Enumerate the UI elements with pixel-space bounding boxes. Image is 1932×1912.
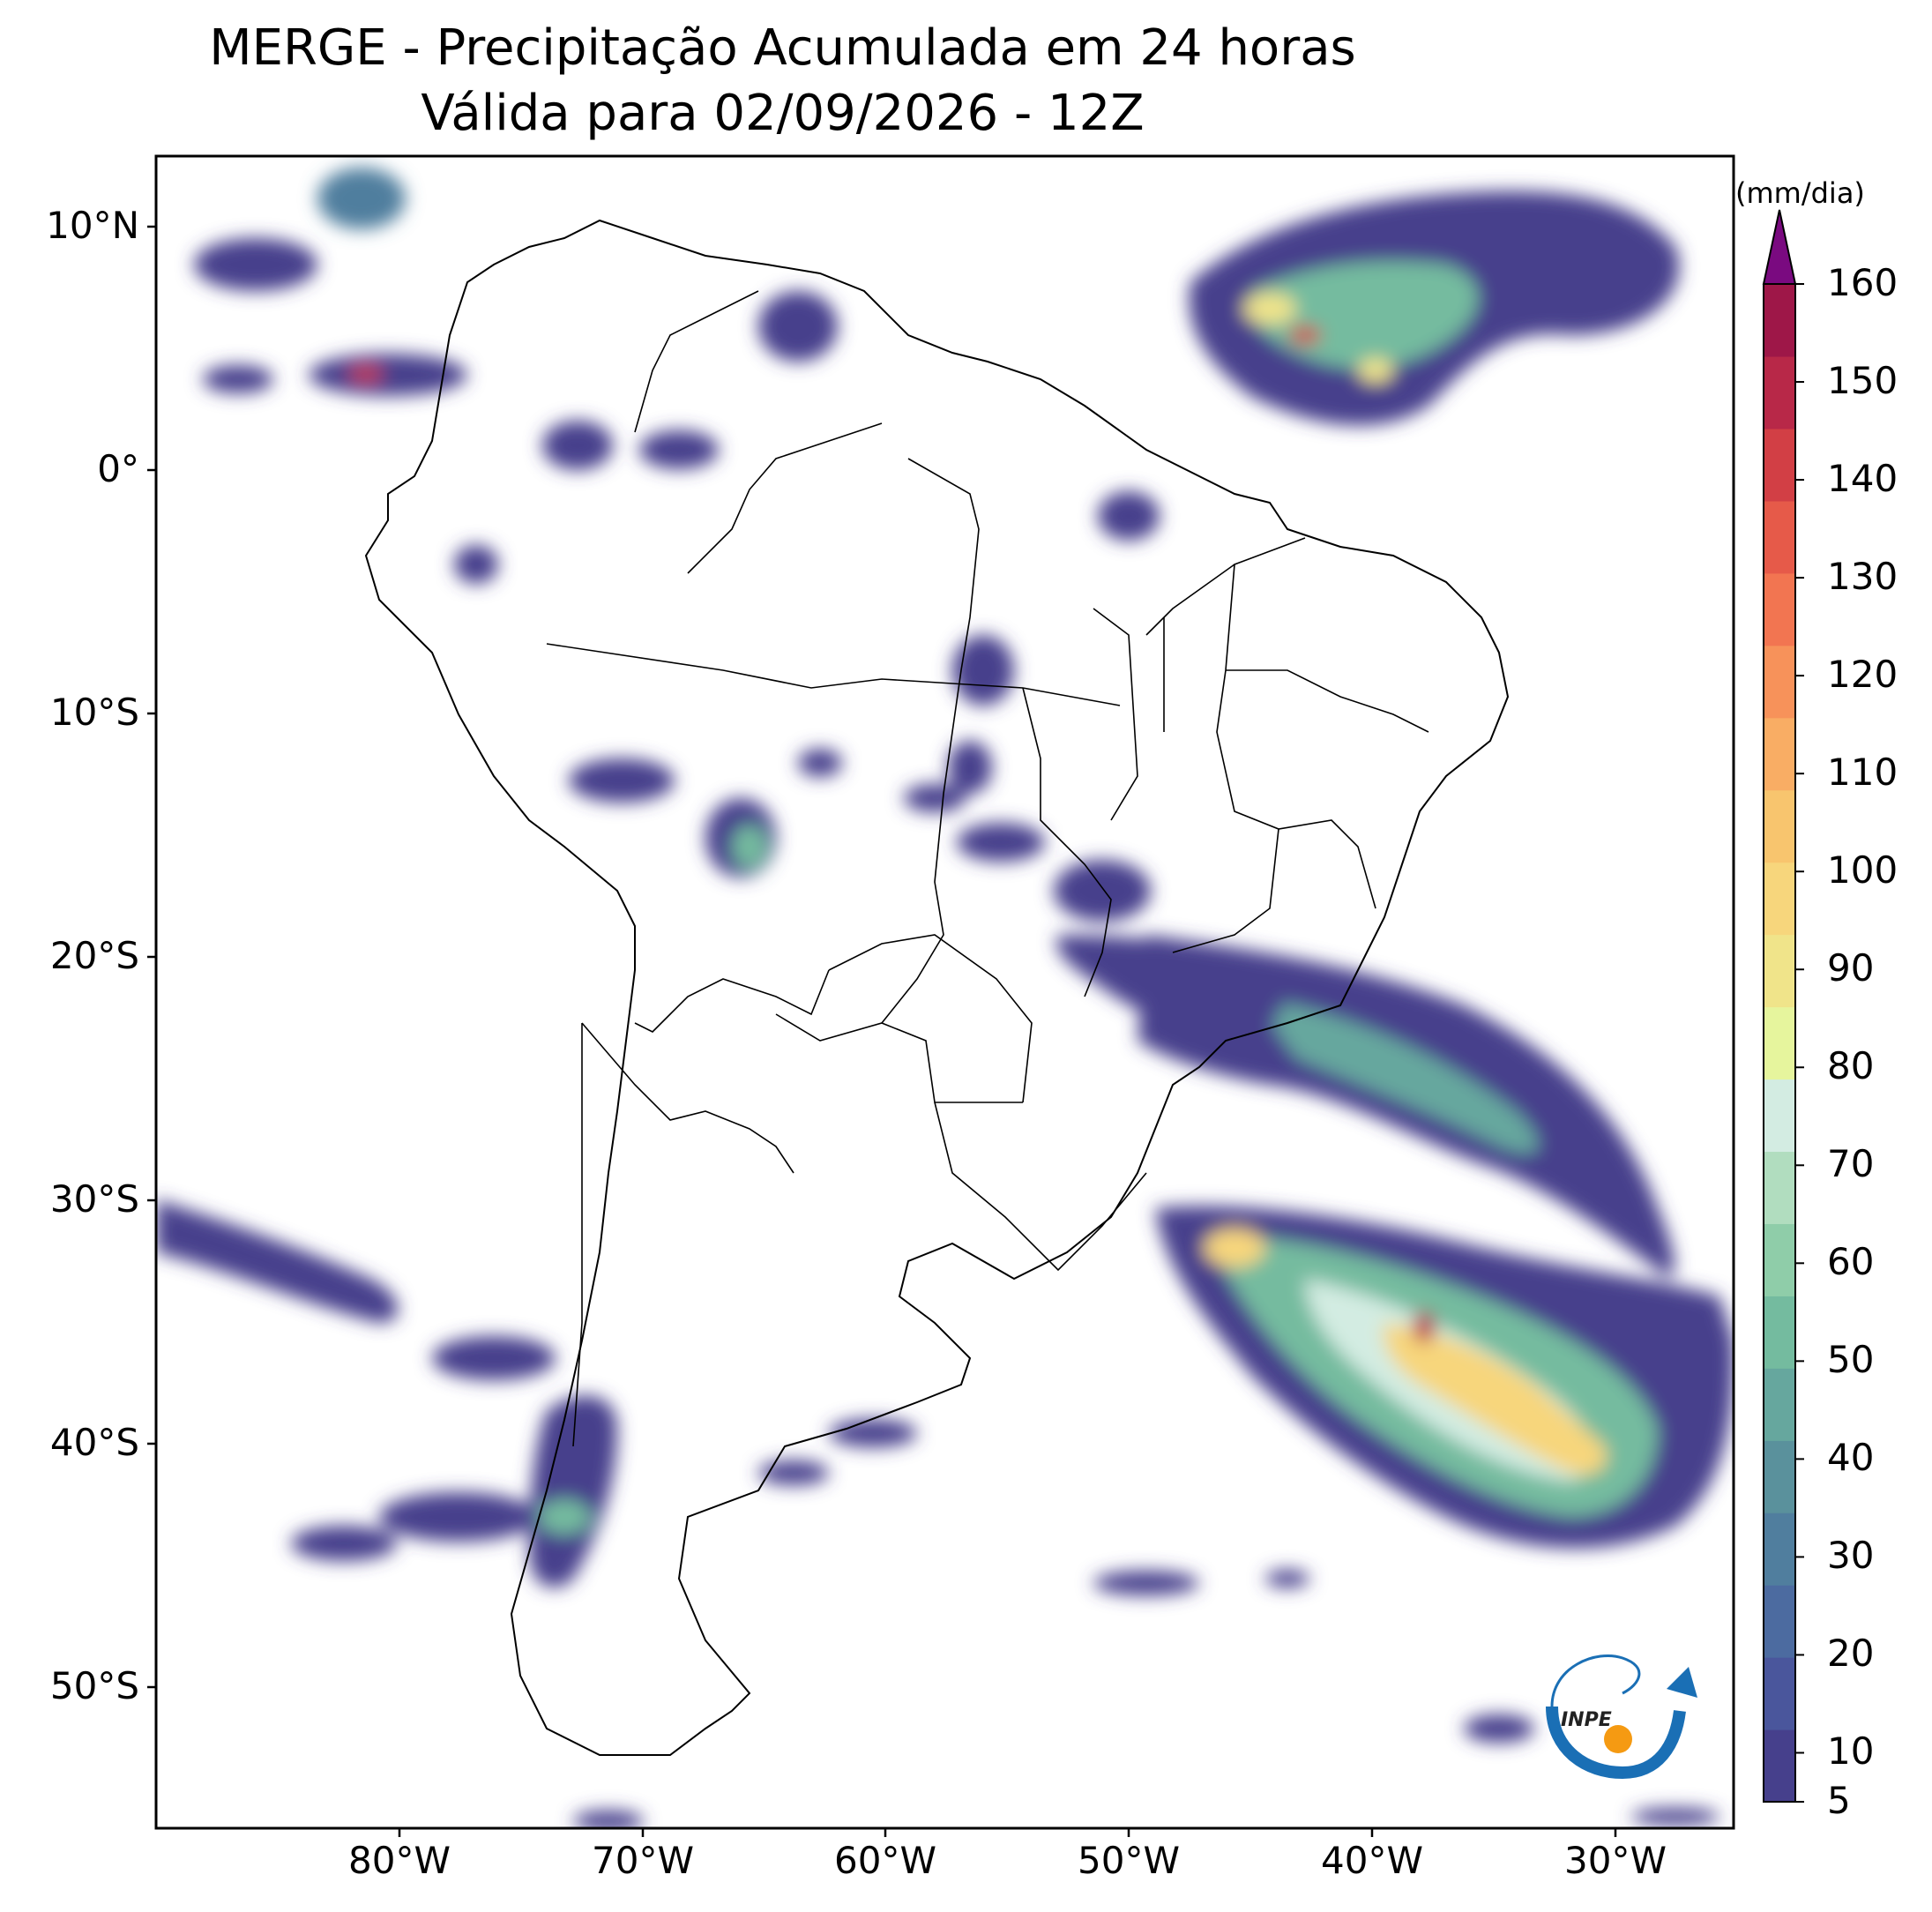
colorbar-tick-label: 20	[1827, 1632, 1875, 1676]
latitude-label: 30°S	[49, 1177, 139, 1221]
longitude-label: 30°W	[1564, 1839, 1667, 1882]
colorbar-segment	[1764, 789, 1795, 863]
colorbar-tick-label: 70	[1827, 1142, 1875, 1186]
colorbar-segment	[1764, 934, 1795, 1008]
colorbar-tick-label: 60	[1827, 1240, 1875, 1284]
colorbar-segment	[1764, 1657, 1795, 1730]
latitude-label: 20°S	[49, 934, 139, 977]
colorbar-tick-label: 160	[1827, 261, 1898, 304]
colorbar-segment	[1764, 1729, 1795, 1803]
longitude-label: 40°W	[1321, 1839, 1423, 1882]
colorbar-segment	[1764, 1368, 1795, 1441]
colorbar-unit: (mm/dia)	[1735, 176, 1865, 210]
inpe-logo-text: INPE	[1561, 1709, 1612, 1731]
colorbar-segment	[1764, 1440, 1795, 1513]
latitude-label: 40°S	[49, 1421, 139, 1464]
inpe-logo: INPE	[1546, 1654, 1697, 1780]
colorbar-segment	[1764, 428, 1795, 502]
colorbar-tick-label: 5	[1827, 1779, 1851, 1822]
country-borders	[546, 290, 1429, 1447]
colorbar-tick-label: 80	[1827, 1044, 1875, 1088]
colorbar-segment	[1764, 1006, 1795, 1080]
colorbar-segment	[1764, 1512, 1795, 1586]
colorbar-segment	[1764, 572, 1795, 646]
colorbar-segment	[1764, 1151, 1795, 1224]
longitude-label: 80°W	[348, 1839, 451, 1882]
latitude-label: 50°S	[49, 1664, 139, 1707]
longitude-label: 50°W	[1078, 1839, 1180, 1882]
colorbar-tick-label: 110	[1827, 751, 1898, 795]
colorbar-segment	[1764, 284, 1795, 357]
colorbar-segment	[1764, 1585, 1795, 1658]
colorbar-tick-label: 50	[1827, 1338, 1875, 1382]
colorbar-tick-label: 40	[1827, 1436, 1875, 1480]
colorbar-tick-label: 120	[1827, 653, 1898, 697]
colorbar	[1762, 209, 1804, 1803]
colorbar-tick-label: 30	[1827, 1534, 1875, 1578]
colorbar-segment	[1764, 717, 1795, 791]
colorbar-tick-label: 140	[1827, 457, 1898, 501]
colorbar-segment	[1764, 1079, 1795, 1153]
south-america-coastline	[364, 219, 1510, 1756]
colorbar-tick-label: 100	[1827, 848, 1898, 893]
longitude-label: 70°W	[592, 1839, 694, 1882]
colorbar-tick-label: 10	[1827, 1729, 1875, 1774]
map-subtitle: Válida para 02/09/2026 - 12Z	[421, 85, 1145, 142]
map-title: MERGE - Precipitação Acumulada em 24 hor…	[209, 19, 1356, 77]
colorbar-tick-label: 150	[1827, 359, 1898, 403]
latitude-label: 0°	[97, 447, 139, 490]
map-frame	[154, 154, 1735, 1830]
precipitation-field	[156, 168, 1734, 1828]
latitude-label: 10°N	[46, 204, 139, 247]
colorbar-tick-label: 90	[1827, 946, 1875, 990]
colorbar-segment	[1764, 645, 1795, 719]
colorbar-segment	[1764, 355, 1795, 429]
colorbar-segment	[1764, 1296, 1795, 1369]
longitude-label: 60°W	[834, 1839, 936, 1882]
colorbar-frame	[1763, 283, 1796, 1803]
colorbar-segment	[1764, 500, 1795, 574]
latitude-label: 10°S	[49, 691, 139, 734]
colorbar-segment	[1764, 862, 1795, 936]
colorbar-segment	[1764, 1223, 1795, 1296]
colorbar-extend-arrow	[1762, 209, 1797, 285]
colorbar-tick-label: 130	[1827, 555, 1898, 599]
